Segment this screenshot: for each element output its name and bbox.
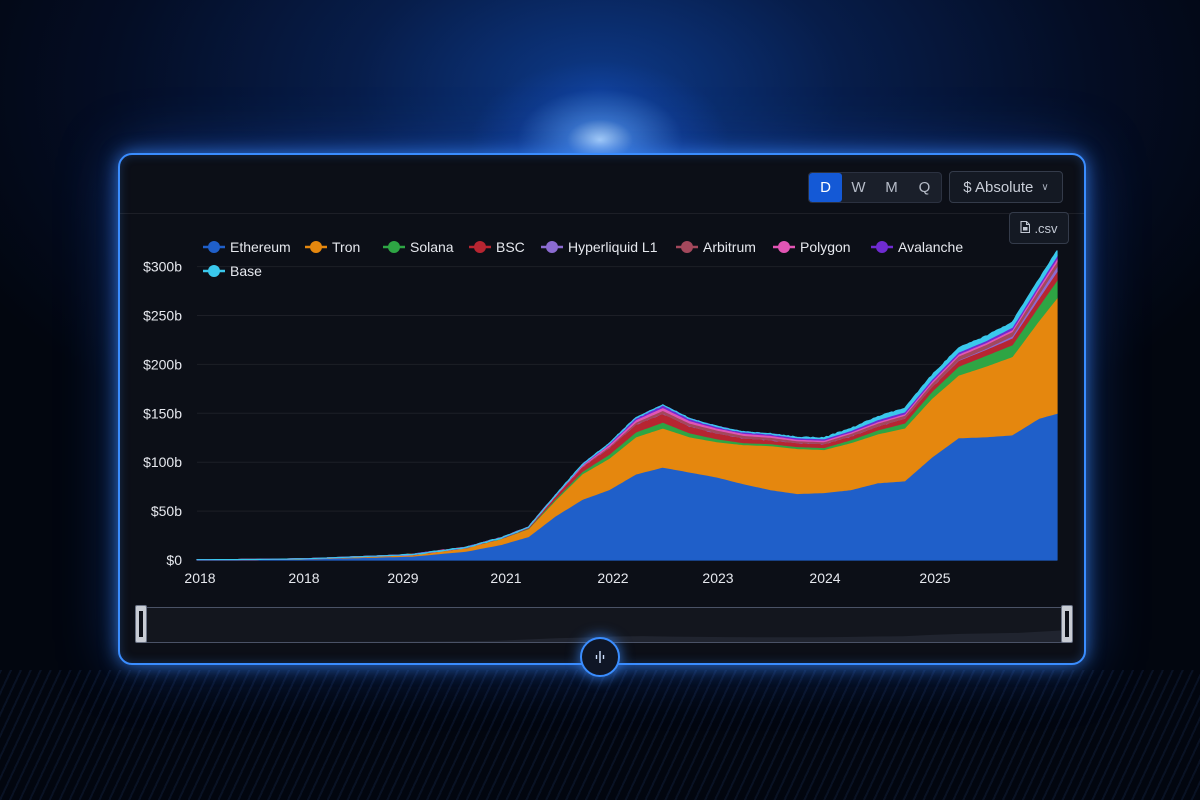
x-tick-label: 2029 bbox=[387, 570, 418, 586]
legend-label: Base bbox=[230, 263, 262, 279]
y-tick-label: $250b bbox=[143, 307, 182, 323]
stacked-area-chart: $0$50b$100b$150b$200b$250b$300b 2018 2018… bbox=[143, 239, 1058, 586]
frequency-button-q[interactable]: Q bbox=[918, 179, 931, 196]
y-tick-label: $0 bbox=[166, 552, 182, 568]
legend-label: Solana bbox=[410, 239, 454, 255]
legend-item-solana[interactable]: Solana bbox=[383, 239, 454, 255]
chevron-down-icon: ∨ bbox=[1041, 181, 1049, 193]
y-tick-label: $300b bbox=[143, 259, 182, 275]
y-tick-label: $150b bbox=[143, 405, 182, 421]
legend-item-tron[interactable]: Tron bbox=[305, 239, 360, 255]
legend-marker bbox=[388, 241, 400, 253]
legend-item-hyperliquid-l1[interactable]: Hyperliquid L1 bbox=[541, 239, 658, 255]
x-tick-label: 2022 bbox=[597, 570, 628, 586]
x-axis-ticks: 2018 2018 2029 2021 2022 2023 2024 2025 bbox=[184, 570, 950, 586]
value-mode-label: $ Absolute bbox=[963, 178, 1034, 196]
legend-item-avalanche[interactable]: Avalanche bbox=[871, 239, 963, 255]
download-csv-button[interactable]: .csv bbox=[1009, 212, 1069, 244]
y-axis-ticks: $0 $50b $100b $150b $200b $250b $300b bbox=[143, 259, 182, 568]
value-mode-dropdown[interactable]: $ Absolute ∨ bbox=[949, 171, 1063, 203]
x-tick-label: 2018 bbox=[184, 570, 215, 586]
y-tick-label: $200b bbox=[143, 356, 182, 372]
legend-label: Avalanche bbox=[898, 239, 963, 255]
toolbar-divider bbox=[120, 213, 1084, 214]
frequency-button-m[interactable]: M bbox=[885, 179, 898, 196]
frequency-toggle-group: D W M Q bbox=[808, 172, 942, 203]
y-tick-label: $50b bbox=[151, 503, 182, 519]
legend-item-arbitrum[interactable]: Arbitrum bbox=[676, 239, 756, 255]
legend-item-ethereum[interactable]: Ethereum bbox=[203, 239, 291, 255]
legend-marker bbox=[876, 241, 888, 253]
navigator-series-preview bbox=[141, 630, 1067, 642]
legend-item-bsc[interactable]: BSC bbox=[469, 239, 525, 255]
legend-label: BSC bbox=[496, 239, 525, 255]
legend-label: Ethereum bbox=[230, 239, 291, 255]
legend-label: Hyperliquid L1 bbox=[568, 239, 658, 255]
x-tick-label: 2021 bbox=[490, 570, 521, 586]
legend-marker bbox=[208, 241, 220, 253]
x-tick-label: 2024 bbox=[809, 570, 840, 586]
x-tick-label: 2023 bbox=[702, 570, 733, 586]
navigator-handle-left[interactable] bbox=[135, 605, 147, 643]
legend-item-base[interactable]: Base bbox=[203, 263, 262, 279]
chart-panel: D W M Q $ Absolute ∨ .csv $0 $50b $100b $15… bbox=[118, 153, 1086, 665]
legend-item-polygon[interactable]: Polygon bbox=[773, 239, 851, 255]
x-tick-label: 2025 bbox=[919, 570, 950, 586]
navigator-preview bbox=[141, 630, 1067, 642]
chart-legend: Ethereum Tron Solana BSC Hyperliquid L1 Arbit… bbox=[203, 239, 963, 279]
area-series-base[interactable] bbox=[196, 250, 1058, 561]
floor-pattern bbox=[0, 670, 1200, 800]
download-csv-label: .csv bbox=[1034, 220, 1058, 236]
legend-marker bbox=[474, 241, 486, 253]
legend-marker bbox=[778, 241, 790, 253]
legend-marker bbox=[546, 241, 558, 253]
drag-handle-icon[interactable] bbox=[580, 637, 620, 677]
x-tick-label: 2018 bbox=[288, 570, 319, 586]
legend-marker bbox=[310, 241, 322, 253]
legend-marker bbox=[681, 241, 693, 253]
file-icon bbox=[1020, 220, 1031, 236]
legend-label: Tron bbox=[332, 239, 360, 255]
frequency-button-d[interactable]: D bbox=[809, 173, 842, 202]
area-series-group bbox=[196, 250, 1058, 561]
legend-label: Polygon bbox=[800, 239, 851, 255]
frequency-button-w[interactable]: W bbox=[851, 179, 866, 196]
legend-marker bbox=[208, 265, 220, 277]
legend-label: Arbitrum bbox=[703, 239, 756, 255]
navigator-handle-right[interactable] bbox=[1061, 605, 1073, 643]
y-tick-label: $100b bbox=[143, 454, 182, 470]
